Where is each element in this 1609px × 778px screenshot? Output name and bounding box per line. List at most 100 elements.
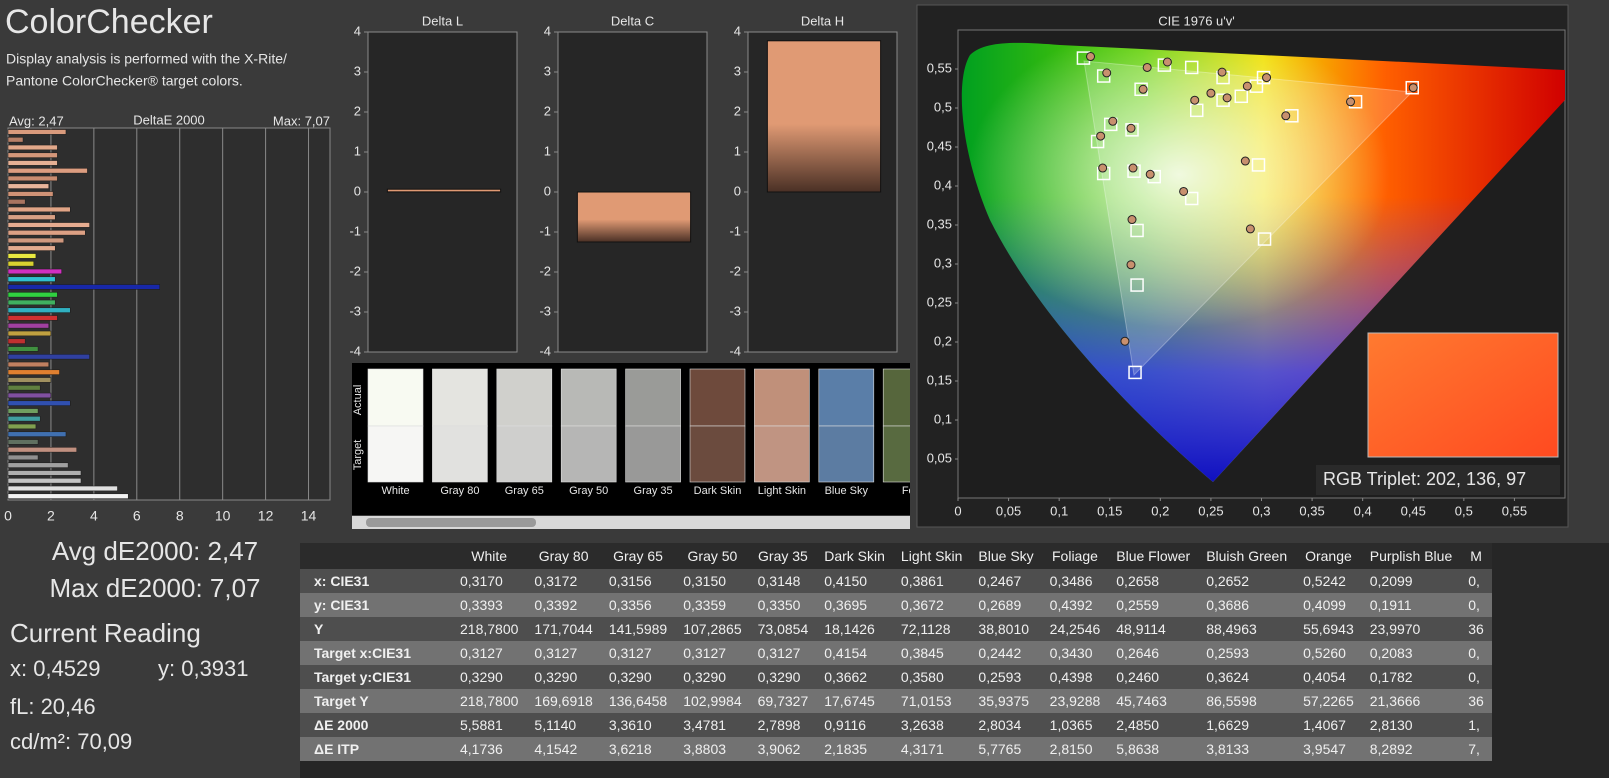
- table-cell: 0,3861: [892, 569, 971, 593]
- table-cell: 0,: [1460, 665, 1492, 689]
- table-cell: 2,4850: [1108, 713, 1199, 737]
- y-tick-label: -1: [349, 223, 361, 238]
- swatch-target: [689, 425, 746, 483]
- table-cell: 0,3156: [600, 569, 676, 593]
- reading-fl: fL: 20,46: [10, 694, 96, 719]
- x-tick-label: 0,1: [1050, 503, 1068, 518]
- table-cell: 171,7044: [526, 617, 601, 641]
- swatch-label: Light Skin: [758, 485, 806, 497]
- table-cell: 141,5989: [600, 617, 676, 641]
- table-cell: 0,3580: [892, 665, 971, 689]
- bar: [7, 276, 56, 282]
- measured-marker: [1281, 111, 1291, 121]
- target-marker: [1190, 103, 1204, 118]
- x-tick-label: 6: [133, 508, 141, 524]
- swatch-target: [432, 425, 488, 483]
- table-cell: 107,2865: [675, 617, 750, 641]
- column-header: M: [1460, 543, 1492, 569]
- y-tick-label: 1: [354, 143, 361, 158]
- table-cell: 3,4781: [675, 713, 750, 737]
- column-header: Gray 65: [600, 543, 676, 569]
- swatch-target: [367, 425, 424, 483]
- table-cell: 88,4963: [1198, 617, 1296, 641]
- chart-title: Delta L: [422, 13, 463, 28]
- table-cell: 0,3430: [1041, 641, 1109, 665]
- zoom-inset: [1367, 332, 1559, 458]
- table-cell: 38,8010: [970, 617, 1042, 641]
- measured-marker: [1128, 163, 1138, 173]
- chart-title: DeltaE 2000: [133, 112, 205, 127]
- x-tick-label: 0,2: [1151, 503, 1169, 518]
- table-cell: 23,9970: [1361, 617, 1461, 641]
- x-tick-label: 8: [176, 508, 184, 524]
- table-row: x: CIE31 0,3170 0,3172 0,3156 0,3150 0,3148 0,…: [300, 569, 1492, 593]
- table-cell: 0,3356: [600, 593, 676, 617]
- table-cell: 0,4054: [1295, 665, 1362, 689]
- measured-marker: [1242, 81, 1252, 91]
- table-cell: 0,9116: [816, 713, 893, 737]
- corner-cell: [300, 543, 452, 569]
- reading-x: x: 0,4529: [10, 656, 101, 681]
- bar: [7, 191, 54, 197]
- plot-frame: [7, 127, 331, 501]
- x-tick-label: 4: [90, 508, 98, 524]
- measured-marker: [1217, 67, 1227, 77]
- table-cell: 1,4067: [1295, 713, 1362, 737]
- table-cell: 0,3393: [452, 593, 527, 617]
- measured-marker: [1127, 215, 1137, 225]
- bar: [7, 284, 161, 290]
- y-tick-label: 0,35: [927, 216, 952, 231]
- swatch-target: [818, 425, 875, 483]
- bar: [7, 392, 52, 399]
- y-tick-label: 0: [544, 183, 551, 198]
- measured-marker: [1346, 97, 1356, 107]
- swatch-target: [625, 425, 681, 483]
- bar: [7, 261, 35, 267]
- swatch-label: White: [381, 485, 409, 497]
- description: Pantone ColorChecker® target colors.: [6, 73, 243, 89]
- table-cell: 0,3686: [1198, 593, 1296, 617]
- y-tick-label: 0,45: [927, 138, 952, 153]
- y-tick-label: 4: [734, 23, 741, 38]
- table-cell: 3,9547: [1295, 737, 1362, 761]
- table-cell: 0,2099: [1361, 569, 1461, 593]
- y-tick-label: 3: [354, 63, 361, 78]
- table-cell: 0,2658: [1108, 569, 1199, 593]
- measured-marker: [1138, 84, 1148, 94]
- table-cell: 0,3150: [675, 569, 750, 593]
- measurement-table: White Gray 80 Gray 65 Gray 50 Gray 35 Dark Sk…: [300, 543, 1609, 778]
- measured-marker: [1098, 163, 1108, 173]
- table-cell: 0,4398: [1041, 665, 1109, 689]
- measured-marker: [1126, 260, 1136, 270]
- table-cell: 24,2546: [1041, 617, 1109, 641]
- chart-title: Delta H: [801, 13, 844, 28]
- cie-gamut: [961, 42, 1565, 482]
- table-cell: 2,7898: [749, 713, 817, 737]
- table-row: ΔE ITP 4,1736 4,1542 3,6218 3,8803 3,9062 2,18…: [300, 737, 1492, 761]
- y-tick-label: -3: [729, 303, 741, 318]
- bar: [7, 447, 77, 453]
- table-cell: 0,2652: [1198, 569, 1296, 593]
- header-row: White Gray 80 Gray 65 Gray 50 Gray 35 Dark Sk…: [300, 543, 1492, 569]
- scroll-thumb[interactable]: [366, 518, 536, 527]
- y-tick-label: 0: [354, 183, 361, 198]
- y-tick-label: -4: [349, 343, 361, 358]
- column-header: Foliage: [1041, 543, 1109, 569]
- bar: [7, 361, 50, 368]
- bar: [7, 416, 41, 422]
- bar: [7, 222, 90, 228]
- bar: [386, 188, 502, 193]
- x-tick-label: 0,45: [1401, 503, 1426, 518]
- table-cell: 0,3148: [749, 569, 817, 593]
- table-cell: 2,8150: [1041, 737, 1109, 761]
- swatch-actual: [818, 368, 875, 427]
- measured-marker: [1108, 116, 1118, 126]
- swatch-label: Gray 65: [505, 485, 544, 497]
- swatch-actual: [560, 368, 617, 427]
- y-tick-label: -3: [539, 303, 551, 318]
- swatch-actual: [625, 368, 681, 427]
- app-title: ColorChecker: [5, 3, 213, 41]
- column-header: White: [452, 543, 527, 569]
- x-tick-label: 0,25: [1198, 503, 1223, 518]
- target-marker: [1130, 278, 1144, 292]
